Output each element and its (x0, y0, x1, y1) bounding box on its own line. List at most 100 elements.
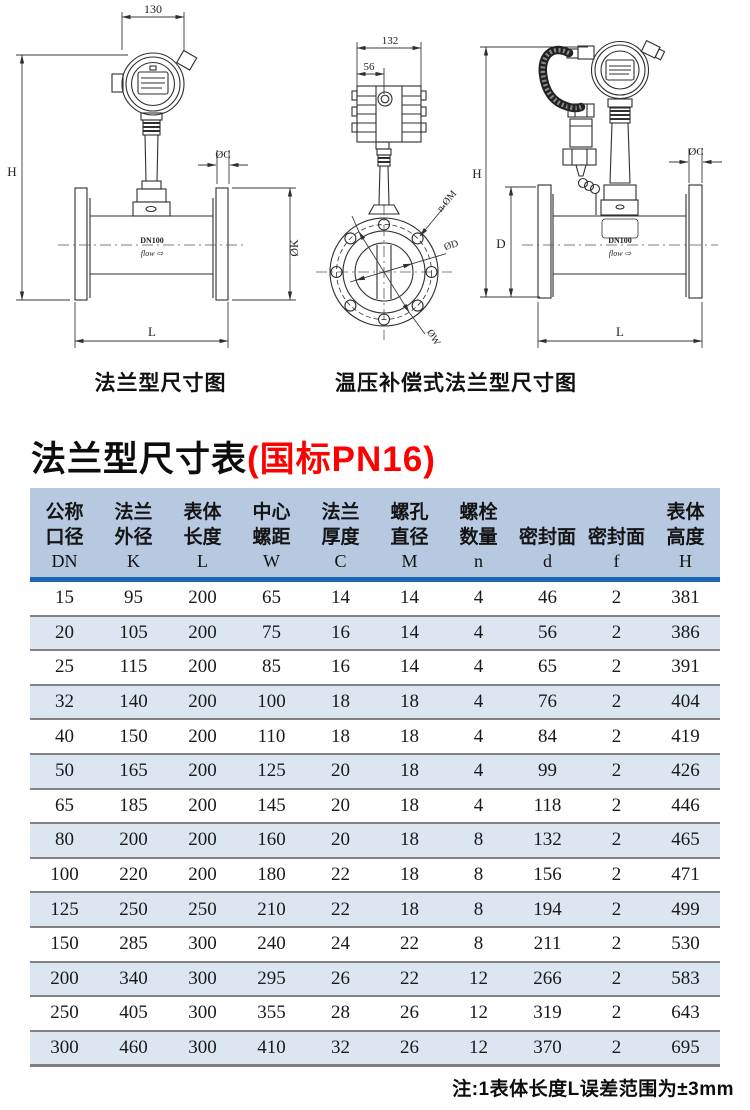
table-cell: 465 (651, 822, 720, 858)
table-cell: 210 (237, 891, 306, 927)
table-cell: 240 (237, 925, 306, 962)
table-cell: 105 (99, 614, 168, 651)
table-cell: 14 (400, 587, 419, 609)
table-cell: 319 (513, 995, 582, 1031)
table-cell: 12 (444, 960, 513, 997)
table-cell: 4 (444, 614, 513, 651)
table-cell: 110 (237, 718, 306, 754)
table-cell: 2 (582, 960, 651, 997)
table-row-dn-100: 100 220 200 180 22 18 8 156 2 471 (30, 856, 720, 893)
table-cell: 200 (99, 822, 168, 858)
table-cell: 12 (444, 1029, 513, 1066)
page-title: 法兰型尺寸表(国标PN16) (31, 431, 436, 482)
table-cell: 355 (237, 995, 306, 1031)
table-cell: 22 (375, 925, 444, 962)
table-cell: 14 (375, 614, 444, 651)
table-cell: 18 (306, 718, 375, 754)
table-cell: 300 (168, 995, 237, 1031)
table-cell: 18 (375, 822, 444, 858)
table-cell: 200 (168, 822, 237, 858)
column-header-W: 中心 螺距 W (237, 488, 306, 582)
table-cell: 300 (168, 925, 237, 962)
body-size-label-2: DN100 (608, 236, 632, 245)
table-cell: 4 (444, 752, 513, 789)
dim-bore-label: ØD (443, 238, 460, 253)
table-row-dn-150: 150 285 300 240 24 22 8 211 2 530 (30, 925, 720, 962)
table-cell: 446 (651, 787, 720, 824)
table-cell: 24 (306, 925, 375, 962)
pressure-hose (538, 45, 586, 113)
table-cell: 165 (99, 752, 168, 789)
table-row-dn-250: 250 405 300 355 28 26 12 319 2 643 (30, 995, 720, 1031)
table-cell: 16 (306, 649, 375, 685)
table-cell: 22 (375, 960, 444, 997)
table-cell: 2 (582, 787, 651, 824)
table-row-dn-40: 40 150 200 110 18 18 4 84 2 419 (30, 718, 720, 754)
dim-d-label: D (496, 236, 505, 251)
column-header-symbol: K (127, 551, 140, 571)
table-cell: 84 (513, 718, 582, 754)
dim-130-label: 130 (144, 2, 162, 16)
dim-bolt-holes-label: n-ØM (435, 188, 459, 214)
flange-face-drawing: 132 56 (316, 35, 460, 348)
column-header-symbol: H (679, 551, 692, 571)
column-header-H: 表体 高度 H (651, 488, 720, 582)
table-cell: 16 (306, 614, 375, 651)
column-header-label: 法兰 外径 (114, 502, 153, 548)
table-cell: 250 (30, 995, 99, 1031)
compensated-type-drawing: H D (472, 39, 722, 348)
column-header-symbol: DN (51, 551, 78, 571)
column-header-M: 螺孔 直径 M (375, 488, 444, 582)
table-cell: 118 (513, 787, 582, 824)
table-cell: 50 (30, 752, 99, 789)
table-head: 公称 口径 DN 法兰 外径 K 表体 长度 L 中心 螺距 W 法兰 厚度 C 螺孔 直径 M 螺栓 … (30, 488, 720, 582)
body-size-label: DN100 (140, 236, 164, 245)
table-cell: 40 (30, 718, 99, 754)
table-cell: 2 (582, 614, 651, 651)
table-cell: 530 (651, 925, 720, 962)
table-row-dn-80: 80 200 200 160 20 18 8 132 2 465 (30, 822, 720, 858)
table-cell: 250 (99, 891, 168, 927)
table-row-dn-125: 125 250 250 210 22 18 8 194 2 499 (30, 891, 720, 927)
table-cell: 200 (168, 614, 237, 651)
table-cell: 140 (99, 683, 168, 720)
table-cell: 499 (651, 891, 720, 927)
table-cell: 160 (237, 822, 306, 858)
table-cell: 22 (306, 856, 375, 893)
table-cell: 2 (582, 1029, 651, 1066)
table-cell: 2 (582, 891, 651, 927)
dim-l2-label: L (616, 324, 624, 339)
column-header-label: 表体 长度 (183, 502, 222, 548)
table-row-dn-300: 300 460 300 410 32 26 12 370 2 695 (30, 1029, 720, 1066)
table-cell: 285 (99, 925, 168, 962)
table-cell: 295 (237, 960, 306, 997)
table-cell: 405 (99, 995, 168, 1031)
table-cell: 18 (375, 752, 444, 789)
column-header-symbol: n (474, 551, 483, 571)
table-row-dn-32: 32 140 200 100 18 18 4 76 2 404 (30, 683, 720, 720)
table-cell: 125 (30, 891, 99, 927)
table-cell: 18 (306, 683, 375, 720)
column-header-symbol: M (401, 551, 418, 571)
dim-c-label: ØC (215, 149, 230, 161)
table-cell: 4 (444, 718, 513, 754)
table-cell: 220 (99, 856, 168, 893)
table-cell: 18 (375, 718, 444, 754)
dim-bolt-circle-label: ØW (424, 328, 442, 348)
table-cell: 643 (651, 995, 720, 1031)
page-title-highlight: (国标PN16) (247, 440, 436, 479)
table-cell: 410 (237, 1029, 306, 1066)
table-cell: 200 (168, 718, 237, 754)
page-title-main: 法兰型尺寸表 (31, 440, 248, 479)
table-cell: 56 (513, 614, 582, 651)
caption-compensated-type: 温压补偿式法兰型尺寸图 (335, 372, 577, 395)
table-cell: 2 (582, 752, 651, 789)
table-cell: 2 (582, 649, 651, 685)
table-cell: 28 (306, 995, 375, 1031)
table-cell: 8 (444, 891, 513, 927)
column-header-symbol: W (263, 551, 280, 571)
table-cell: 100 (237, 683, 306, 720)
table-cell: 25 (30, 649, 99, 685)
column-header-DN: 公称 口径 DN (30, 488, 99, 582)
table-cell: 266 (513, 960, 582, 997)
